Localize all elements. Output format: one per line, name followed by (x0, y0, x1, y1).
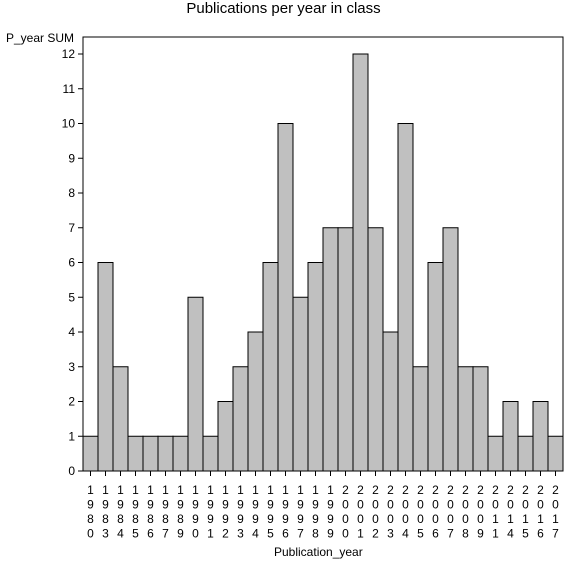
bar-1997 (292, 296, 309, 472)
y-tick-label: 10 (62, 117, 76, 131)
y-tick-label: 2 (68, 395, 75, 409)
bar-2005 (412, 366, 429, 472)
bar-2016 (532, 401, 549, 472)
bar-2004 (397, 123, 414, 472)
y-tick-label: 8 (68, 186, 75, 200)
y-tick-label: 0 (68, 464, 75, 478)
y-tick-label: 1 (68, 429, 75, 443)
y-tick-label: 5 (68, 290, 75, 304)
y-tick-label: 11 (63, 82, 76, 96)
y-axis-label: P_year SUM (6, 31, 75, 45)
x-axis-label: Publication_year (274, 545, 363, 559)
bar-1992 (217, 401, 234, 472)
y-tick-label: 12 (62, 47, 76, 61)
bars-group (82, 53, 564, 472)
bar-1995 (262, 262, 279, 472)
bar-2006 (427, 262, 444, 472)
bar-2017 (547, 435, 564, 472)
bar-1987 (157, 435, 174, 472)
bar-1999 (322, 227, 339, 472)
bar-1996 (277, 123, 294, 472)
bar-1983 (97, 262, 114, 472)
bar-1994 (247, 331, 264, 472)
bar-2009 (472, 366, 489, 472)
bar-1990 (187, 296, 204, 472)
chart-title: Publications per year in class (186, 0, 381, 17)
bar-2002 (367, 227, 384, 472)
bar-2007 (442, 227, 459, 472)
bar-1991 (202, 435, 219, 472)
bar-1989 (172, 435, 189, 472)
y-tick-label: 7 (68, 221, 75, 235)
bar-2011 (487, 435, 504, 472)
bar-2001 (352, 53, 369, 472)
y-tick-label: 3 (68, 360, 75, 374)
bar-2014 (502, 401, 519, 472)
plot-frame (82, 36, 564, 472)
bar-1984 (112, 366, 129, 472)
bar-1986 (142, 435, 159, 472)
bar-1998 (307, 262, 324, 472)
x-axis: 1 9 8 0 1 9 8 3 1 9 8 4 1 9 8 5 1 9 8 6 1 9 8 7 1 9 8 9 1 9 9 0 1 9 9 1 1 9 9 2… (87, 471, 559, 541)
y-tick-label: 6 (68, 256, 75, 270)
bar-1980 (82, 435, 99, 472)
bar-2008 (457, 366, 474, 472)
bar-1985 (127, 435, 144, 472)
bar-2000 (337, 227, 354, 472)
bar-2015 (517, 435, 534, 472)
y-tick-label: 4 (68, 325, 75, 339)
bar-1993 (232, 366, 249, 472)
y-tick-label: 9 (68, 151, 75, 165)
bar-2003 (382, 331, 399, 472)
